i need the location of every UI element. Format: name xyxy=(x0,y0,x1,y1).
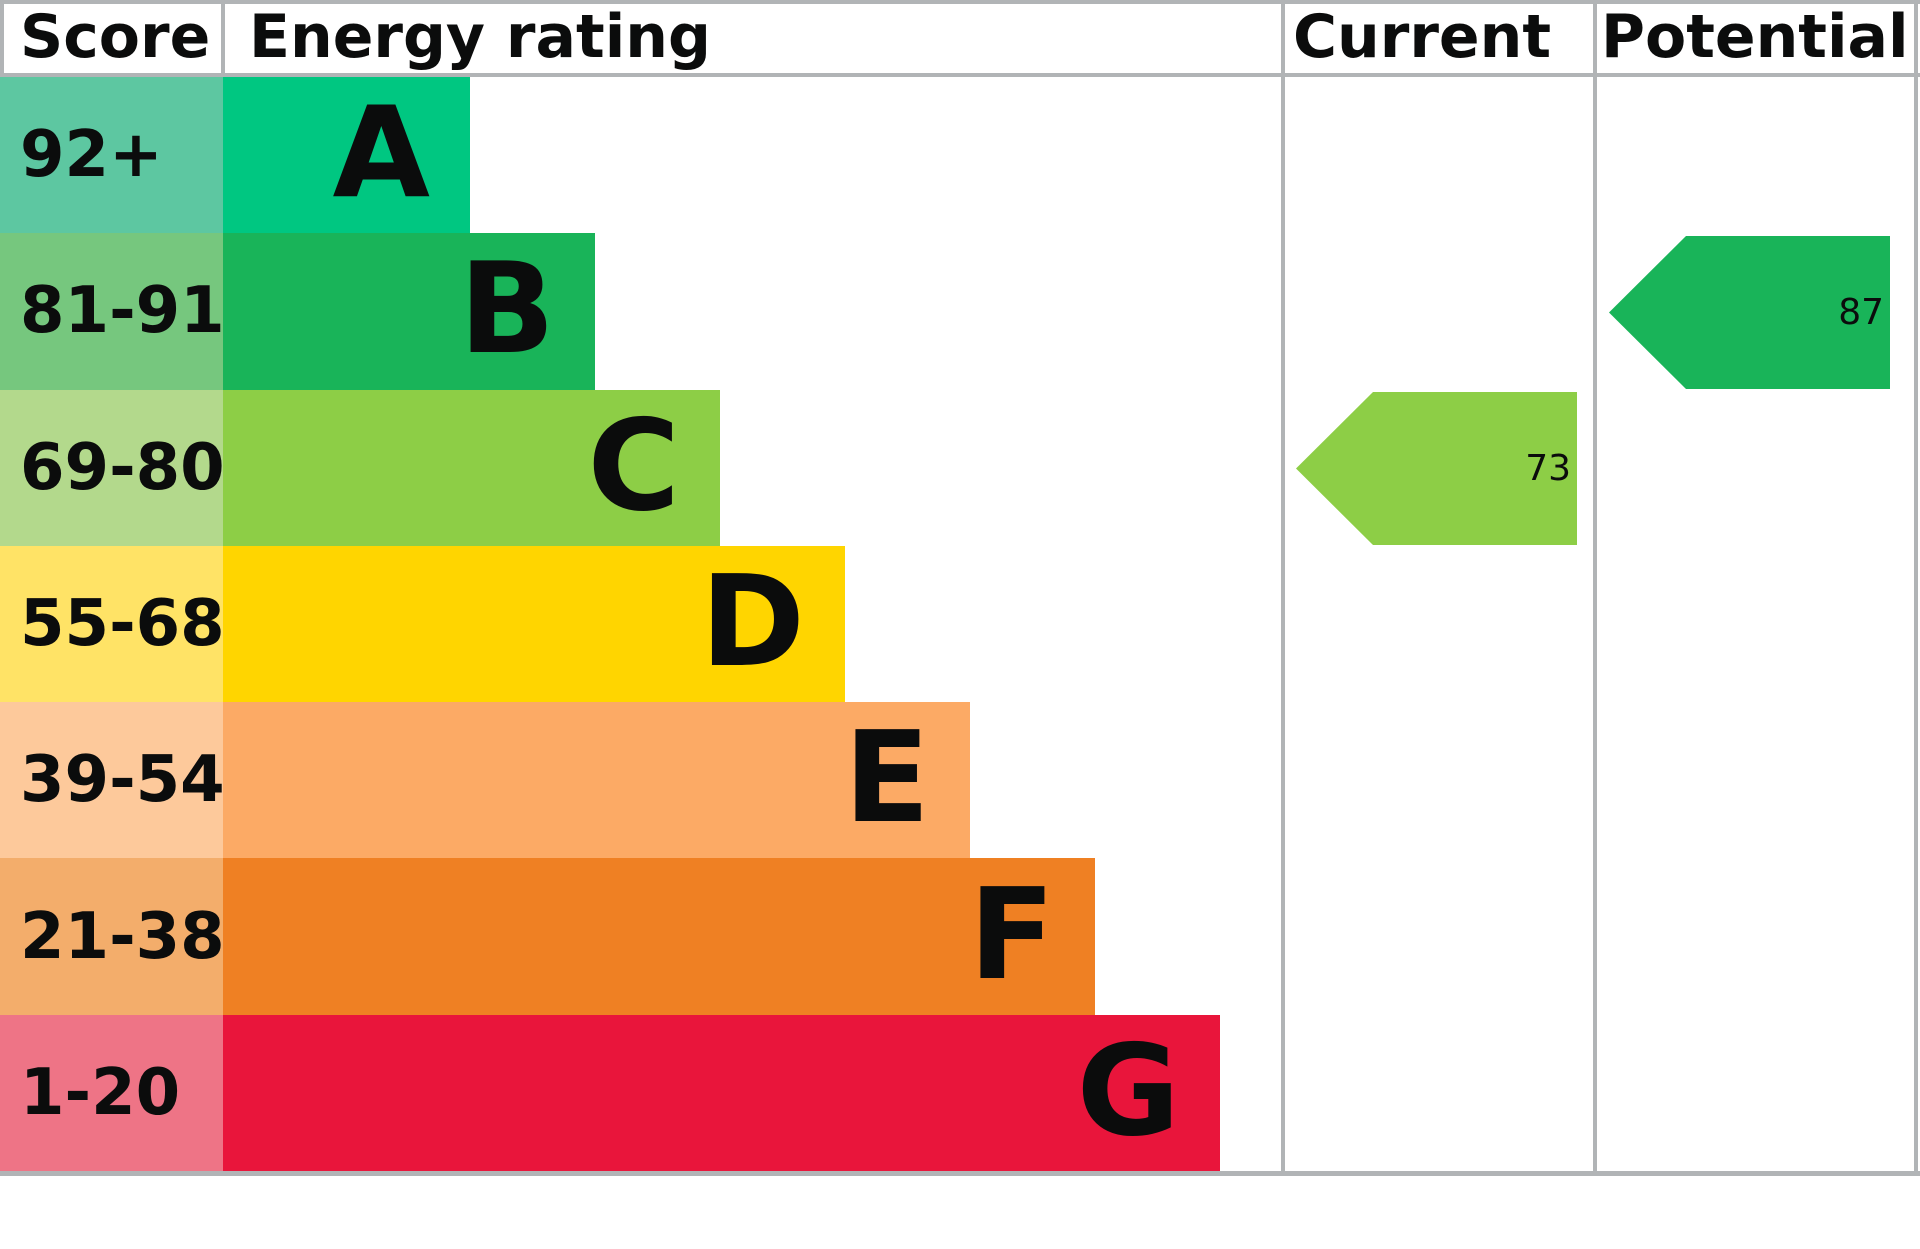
band-letter: C xyxy=(587,391,680,539)
band-row-f: 21-38 F xyxy=(0,858,1281,1015)
band-bar: F xyxy=(223,858,1095,1015)
band-row-e: 39-54 E xyxy=(0,702,1281,859)
grid-line-score-divider xyxy=(221,0,225,77)
band-score-range: 1-20 xyxy=(0,1014,223,1172)
band-rows: 92+ A 81-91 B 69-80 C 55-68 D 39-54 xyxy=(0,77,1281,1172)
band-letter: A xyxy=(332,79,430,227)
grid-line-header-bottom xyxy=(0,73,1920,77)
band-bar: G xyxy=(223,1014,1220,1172)
band-row-c: 69-80 C xyxy=(0,389,1281,546)
energy-rating-column-header: Energy rating xyxy=(249,1,711,72)
band-row-b: 81-91 B xyxy=(0,233,1281,390)
band-score-range: 21-38 xyxy=(0,858,225,1015)
potential-rating-arrow: 87 xyxy=(1609,236,1890,389)
grid-line-potential-divider xyxy=(1593,0,1597,1176)
potential-rating-value: 87 xyxy=(1838,292,1884,333)
score-column-header: Score xyxy=(20,1,211,72)
band-bar: C xyxy=(223,389,720,546)
band-row-g: 1-20 G xyxy=(0,1014,1281,1172)
band-letter: G xyxy=(1076,1016,1180,1164)
band-bar: B xyxy=(223,233,595,390)
grid-line-left xyxy=(0,0,4,77)
band-letter: B xyxy=(458,235,555,383)
band-score-range: 55-68 xyxy=(0,545,225,703)
band-score-range: 39-54 xyxy=(0,702,225,859)
current-rating-value: 73 xyxy=(1525,448,1571,489)
band-score-range: 92+ xyxy=(0,77,223,234)
band-letter: E xyxy=(843,704,930,852)
band-letter: F xyxy=(968,860,1055,1008)
band-bar: A xyxy=(223,77,470,234)
band-row-a: 92+ A xyxy=(0,77,1281,234)
grid-line-right xyxy=(1914,0,1918,1176)
band-letter: D xyxy=(700,548,805,696)
band-score-range: 69-80 xyxy=(0,389,225,546)
band-score-range: 81-91 xyxy=(0,233,225,390)
band-bar: E xyxy=(223,702,970,859)
band-bar: D xyxy=(223,545,845,703)
current-column-header: Current xyxy=(1293,1,1552,72)
grid-line-top xyxy=(0,0,1920,4)
grid-line-current-divider xyxy=(1281,0,1285,1176)
current-rating-arrow: 73 xyxy=(1296,392,1577,545)
grid-line-chart-bottom xyxy=(0,1171,1920,1176)
potential-column-header: Potential xyxy=(1601,1,1909,72)
band-row-d: 55-68 D xyxy=(0,545,1281,703)
